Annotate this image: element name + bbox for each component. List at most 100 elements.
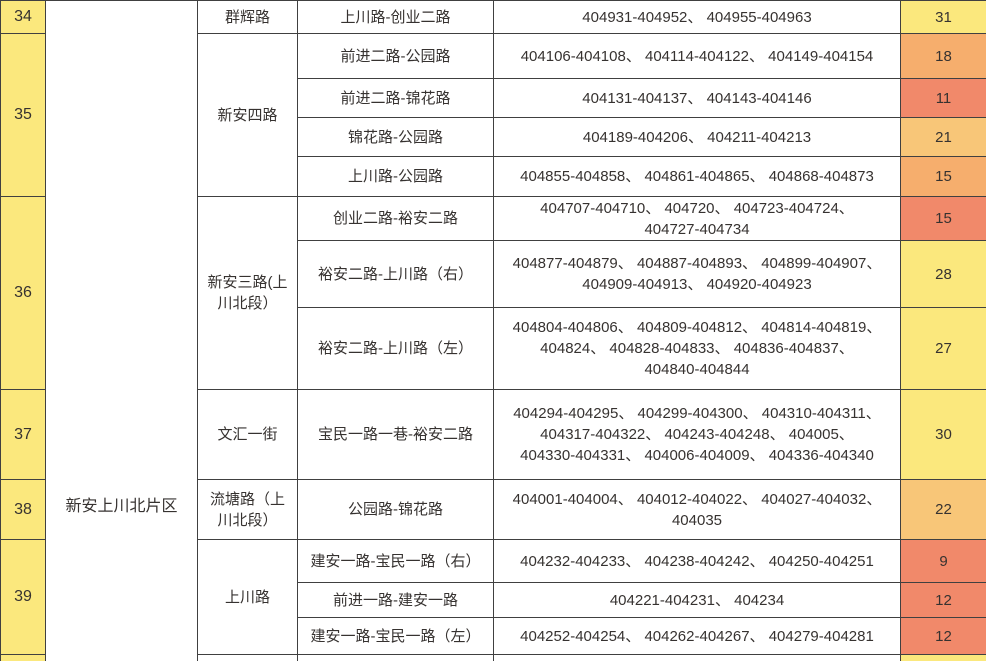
table-row: 裕安二路-上川路（左） 404804-404806、 404809-404812、…	[1, 307, 986, 390]
number-range: 404727-404734	[644, 220, 750, 238]
number-range: 404899-404907	[761, 255, 867, 272]
number-range: 404279-404281	[768, 627, 874, 645]
number-ranges-cell: 404855-404858、 404861-404865、 404868-404…	[493, 156, 901, 197]
road-name-cell	[197, 654, 298, 661]
table-row: 建安一路-宝民一路（左） 404252-404254、 404262-404267…	[1, 617, 986, 655]
number-ranges-cell: 404252-404254、 404262-404267、 404279-404…	[493, 617, 901, 655]
number-range: 404252-404254	[520, 627, 626, 645]
number-range: 404887-404893	[636, 255, 743, 272]
number-range: 404262-404267	[644, 627, 750, 645]
table-row: 35 新安四路 前进二路-公园路 404106-404108、 404114-4041…	[0, 33, 986, 197]
table-row: 裕安二路-上川路（右） 404877-404879、 404887-404893、…	[1, 240, 986, 308]
number-range: 404720	[664, 199, 715, 217]
number-range: 404189-404206	[582, 128, 688, 146]
number-range: 404707-404710	[540, 199, 646, 217]
count-cell: 15	[900, 156, 986, 197]
count-cell	[900, 654, 986, 661]
road-name-cell: 文汇一街	[197, 389, 298, 480]
number-range: 404310-404311	[761, 405, 866, 422]
number-range: 404114-404122	[645, 47, 749, 65]
number-range: 404243-404248	[664, 426, 770, 443]
partial-row	[0, 654, 986, 661]
number-range: 404877-404879	[512, 255, 618, 272]
number-ranges-cell: 404001-404004、 404012-404022、 404027-404…	[493, 479, 901, 540]
number-range: 404317-404322	[540, 426, 646, 443]
segment-cell: 建安一路-宝民一路（左）	[297, 617, 494, 655]
number-ranges-cell: 404804-404806、 404809-404812、 404814-404…	[493, 307, 901, 390]
number-range: 404106-404108	[520, 47, 626, 65]
table-row: 39 上川路 建安一路-宝民一路（右） 404232-404233、 404238-4…	[0, 539, 986, 655]
number-range: 404824	[540, 340, 591, 357]
number-range: 404840-404844	[644, 361, 750, 378]
count-cell: 30	[900, 389, 986, 480]
number-range: 404234	[734, 591, 785, 609]
row-id-cell: 39	[0, 539, 46, 655]
number-range: 404131-404137	[582, 89, 688, 107]
number-range: 404005	[788, 426, 839, 443]
segment-cell: 裕安二路-上川路（右）	[297, 240, 494, 308]
row-id-cell: 34	[0, 0, 46, 34]
number-range: 404027-404032	[761, 490, 867, 508]
count-cell: 22	[900, 479, 986, 540]
table-row: 36 新安三路(上 川北段） 创业二路-裕安二路 404707-404710、 404…	[0, 196, 986, 390]
segment-cell: 创业二路-裕安二路	[297, 196, 494, 241]
count-cell: 28	[900, 240, 986, 308]
segment-cell: 锦花路-公园路	[297, 117, 494, 157]
number-range: 404804-404806	[512, 319, 618, 336]
count-cell: 11	[900, 78, 986, 118]
segment-cell: 前进一路-建安一路	[297, 582, 494, 618]
number-range: 404836-404837	[733, 340, 839, 357]
row-id-cell: 35	[0, 33, 46, 197]
district-cell	[45, 0, 198, 661]
number-range: 404143-404146	[706, 89, 812, 107]
number-range: 404931-404952	[582, 8, 688, 26]
road-name-cell: 流塘路（上 川北段）	[197, 479, 298, 540]
table-row: 上川路-公园路 404855-404858、 404861-404865、 404…	[1, 156, 986, 197]
number-ranges-cell: 404294-404295、 404299-404300、 404310-404…	[493, 389, 901, 480]
segment-cell: 上川路-公园路	[297, 156, 494, 197]
number-ranges-cell: 404232-404233、 404238-404242、 404250-404…	[493, 539, 901, 583]
number-range: 404238-404242	[644, 552, 750, 570]
count-cell: 18	[900, 33, 986, 79]
road-name-cell: 群辉路	[197, 0, 298, 34]
count-cell: 15	[900, 196, 986, 241]
number-ranges-cell: 404931-404952、 404955-404963	[493, 0, 901, 34]
number-range: 404330-404331	[520, 447, 626, 464]
number-range: 404001-404004	[512, 490, 618, 508]
number-range: 404336-404340	[768, 447, 874, 464]
number-range: 404232-404233	[520, 552, 626, 570]
table-row: 37 文汇一街 宝民一路一巷-裕安二路 404294-404295、 404299-4…	[0, 389, 986, 480]
segment-cell: 前进二路-锦花路	[297, 78, 494, 118]
number-ranges-cell	[493, 654, 901, 661]
table-row: 锦花路-公园路 404189-404206、 404211-404213 21	[1, 117, 986, 157]
number-ranges-cell: 404131-404137、 404143-404146	[493, 78, 901, 118]
number-range: 404149-404154	[768, 47, 874, 65]
count-cell: 27	[900, 307, 986, 390]
road-name-cell: 新安四路	[197, 33, 298, 197]
number-ranges-cell: 404221-404231、 404234	[493, 582, 901, 618]
row-id-cell: 36	[0, 196, 46, 390]
count-cell: 31	[900, 0, 986, 34]
segment-cell: 上川路-创业二路	[297, 0, 494, 34]
number-range: 404828-404833	[609, 340, 715, 357]
segment-cell: 前进二路-公园路	[297, 33, 494, 79]
number-range: 404723-404724	[733, 199, 839, 217]
district-label: 新安上川北片区	[65, 498, 178, 515]
row-id-cell	[0, 654, 46, 661]
road-name-cell: 上川路	[197, 539, 298, 655]
number-range: 404955-404963	[706, 8, 812, 26]
number-range: 404221-404231	[609, 591, 715, 609]
count-cell: 12	[900, 617, 986, 655]
number-range: 404909-404913	[582, 276, 688, 293]
number-range: 404294-404295	[513, 405, 619, 422]
number-range: 404809-404812	[636, 319, 743, 336]
number-ranges-cell: 404877-404879、 404887-404893、 404899-404…	[493, 240, 901, 308]
number-range: 404006-404009	[644, 447, 750, 464]
road-name-cell: 新安三路(上 川北段）	[197, 196, 298, 390]
segment-cell: 宝民一路一巷-裕安二路	[297, 389, 494, 480]
segment-cell: 公园路-锦花路	[297, 479, 494, 540]
